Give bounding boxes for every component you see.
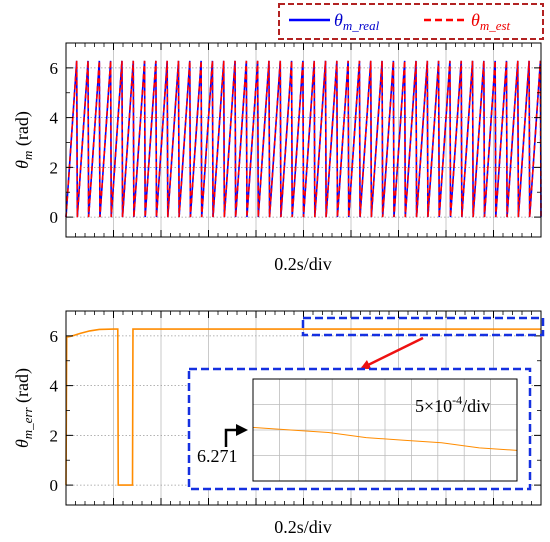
- zoom-window: [301, 316, 545, 337]
- y-axis-label-bottom: θm_err (rad): [12, 368, 35, 448]
- legend-box: [278, 3, 544, 40]
- zoom-arrow: [360, 336, 424, 370]
- y-axis-label-top: θm (rad): [12, 111, 35, 169]
- series-bottom: [65, 328, 542, 486]
- chart-top: 0 2 4 6 θm_real θm_est θm (rad) 0.2s/div: [12, 3, 544, 274]
- inset-plot-frame: [252, 378, 518, 482]
- inset-marker-arrowhead: [236, 424, 248, 436]
- ticks-bottom: 0 2 4 6: [50, 310, 542, 505]
- inset-scale-label: 5×10-4/div: [415, 393, 490, 416]
- series-top: [65, 60, 542, 218]
- series-theta_m_err: [65, 328, 542, 486]
- inset-marker-arrow: [224, 428, 238, 447]
- top-ytick-label-0: 0: [50, 208, 59, 227]
- legend-label-real: θm_real: [334, 10, 380, 33]
- x-axis-label-top: 0.2s/div: [274, 254, 332, 274]
- x-axis-label-bottom: 0.2s/div: [274, 517, 332, 537]
- top-ytick-label-1: 2: [50, 158, 59, 177]
- inset: 5×10-4/div 6.271: [187, 367, 532, 491]
- legend-top: θm_real θm_est: [278, 3, 544, 40]
- inset-trace: [252, 426, 518, 451]
- ticks-top: 0 2 4 6: [50, 42, 542, 237]
- bottom-ytick-label-0: 0: [50, 476, 59, 495]
- bottom-ytick-label-2: 4: [50, 377, 59, 396]
- bottom-ytick-label-3: 6: [50, 327, 59, 346]
- top-ytick-label-3: 6: [50, 59, 59, 78]
- bottom-ytick-label-1: 2: [50, 426, 59, 445]
- top-ytick-label-2: 4: [50, 109, 59, 128]
- legend-label-est: θm_est: [471, 10, 511, 33]
- chart-bottom: 0 2 4 6 5×10-4/div 6.271 θm_err (rad) 0.2s/…: [12, 310, 545, 537]
- inset-marker-label: 6.271: [197, 446, 238, 466]
- series-theta_m_est: [65, 60, 542, 218]
- inset-grid: [253, 379, 517, 481]
